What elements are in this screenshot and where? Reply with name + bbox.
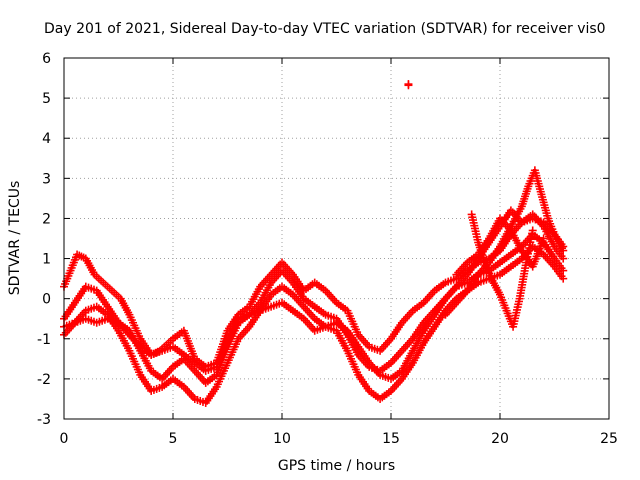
x-tick-labels: 0 5 10 15 20 25 (60, 431, 618, 447)
y-tick-label: 5 (42, 91, 51, 107)
data-point (539, 234, 548, 243)
y-tick-label: 4 (42, 131, 51, 147)
y-tick-label: 2 (42, 211, 51, 227)
x-tick-label: 25 (600, 431, 618, 447)
series-track-7 (452, 214, 548, 279)
y-tick-label: -3 (37, 412, 51, 428)
y-tick-label: -1 (37, 332, 51, 348)
data-point (528, 226, 537, 235)
y-axis-label: SDTVAR / TECUs (7, 181, 23, 296)
plot-frame (63, 57, 610, 420)
axis-ticks (63, 57, 610, 420)
data-point (404, 80, 413, 89)
y-tick-label: 6 (42, 51, 51, 67)
x-tick-label: 5 (169, 431, 178, 447)
x-tick-label: 20 (491, 431, 509, 447)
data-point (559, 254, 568, 263)
data-point (559, 242, 568, 251)
series-outlier (404, 80, 413, 90)
y-tick-label: 0 (42, 292, 51, 308)
y-tick-label: 3 (42, 171, 51, 187)
data-points (60, 80, 568, 407)
series-track-5 (441, 166, 568, 319)
x-tick-label: 0 (60, 431, 69, 447)
data-point (559, 274, 568, 283)
x-tick-label: 15 (382, 431, 400, 447)
chart-title: Day 201 of 2021, Sidereal Day-to-day VTE… (44, 21, 606, 37)
y-tick-label: 1 (42, 252, 51, 268)
x-tick-label: 10 (273, 431, 291, 447)
series-track-1 (60, 210, 568, 371)
x-axis-label: GPS time / hours (278, 458, 395, 474)
y-tick-label: -2 (37, 372, 51, 388)
y-tick-labels: -3 -2 -1 0 1 2 3 4 5 6 (37, 51, 51, 428)
